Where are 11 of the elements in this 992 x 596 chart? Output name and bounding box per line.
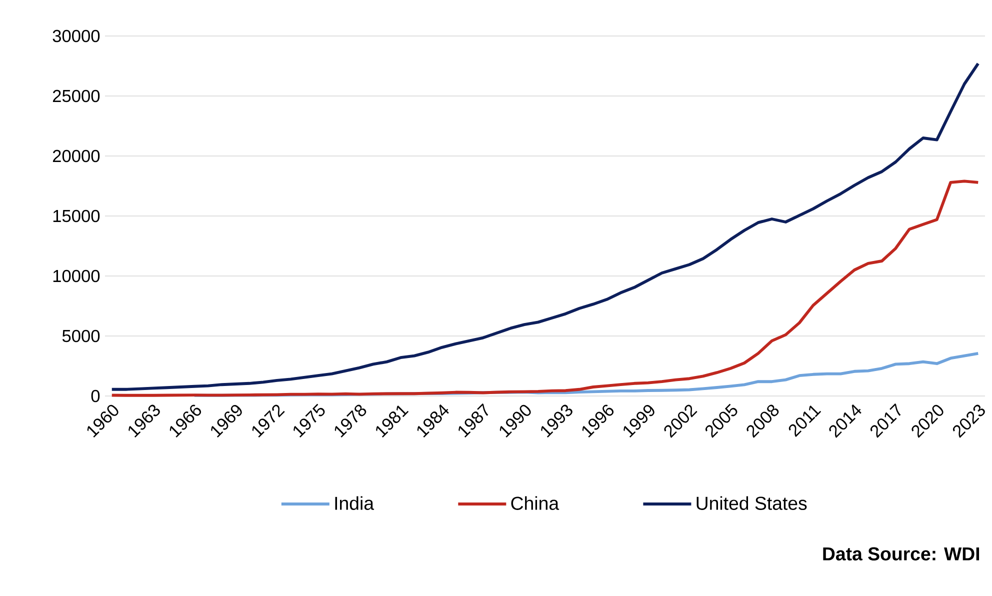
y-tick-label: 25000: [52, 90, 100, 102]
y-tick-label: 5000: [62, 330, 100, 342]
y-tick-label: 20000: [52, 150, 100, 162]
y-tick-label: 15000: [53, 210, 100, 222]
text: Data Source: WDI: [823, 547, 980, 560]
legend-label: United States: [696, 496, 807, 510]
y-tick-label: 10000: [53, 270, 100, 282]
y-tick-label: 0: [91, 390, 100, 402]
legend-label: China: [511, 496, 560, 510]
y-tick-label: 30000: [52, 30, 100, 42]
legend-label: India: [335, 496, 374, 510]
